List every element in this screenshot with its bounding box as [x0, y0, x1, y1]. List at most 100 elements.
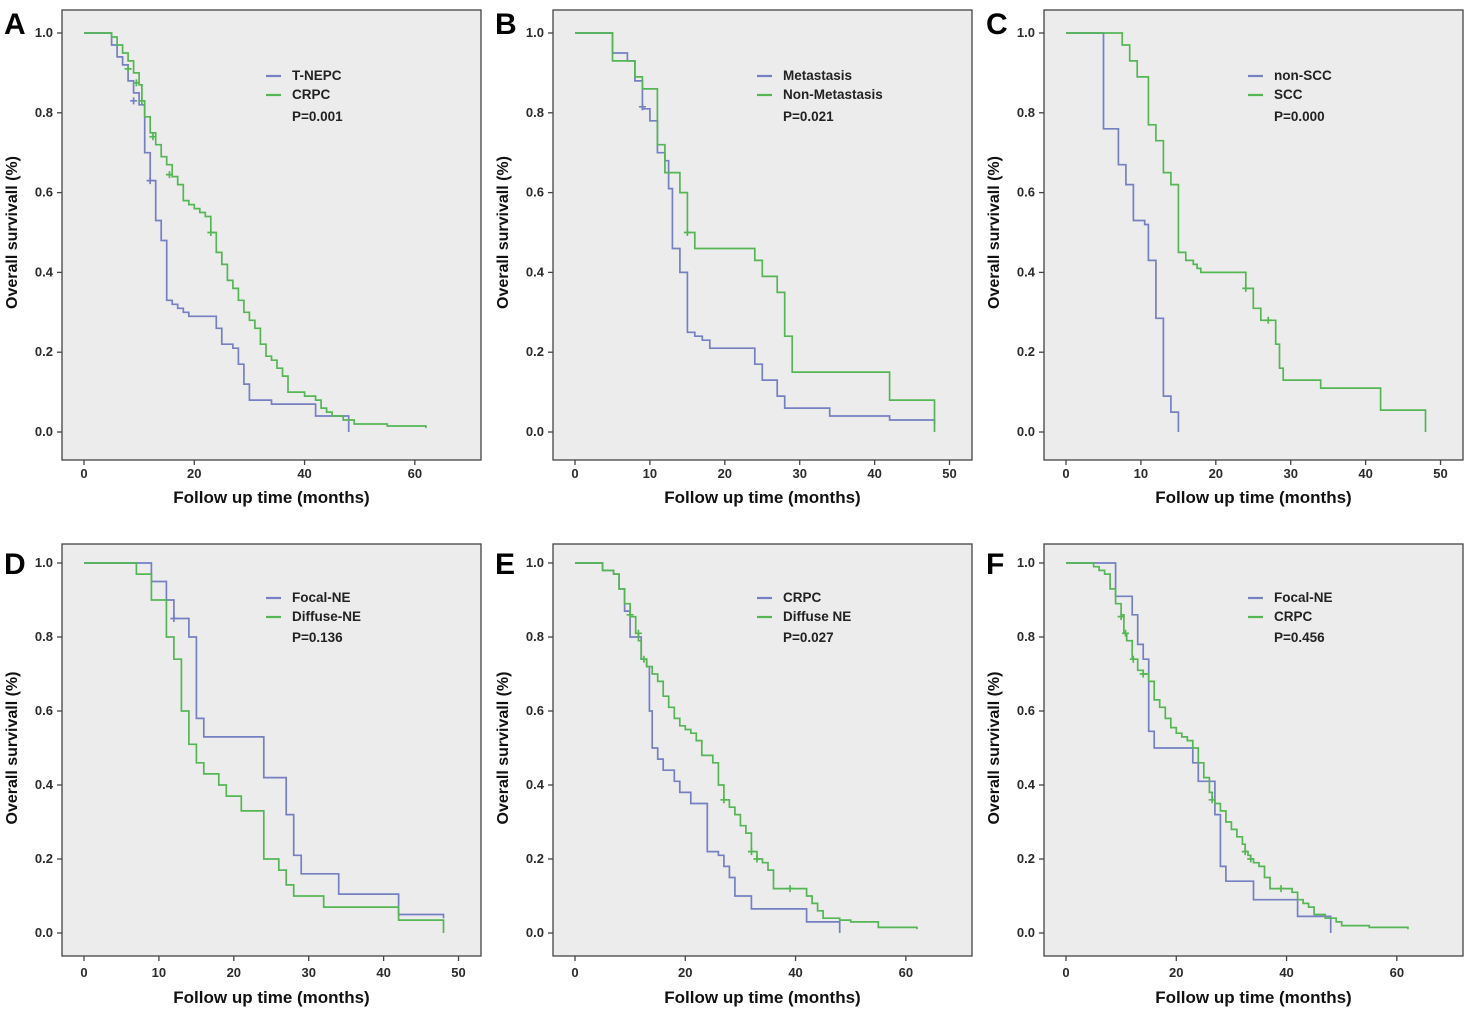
y-tick-label: 0.6: [1017, 703, 1035, 718]
x-tick-label: 20: [1209, 466, 1223, 481]
p-value-label: P=0.136: [292, 630, 343, 645]
x-tick-label: 60: [899, 965, 913, 980]
x-tick-label: 60: [408, 466, 422, 481]
y-axis-title: Overall survivall (%): [495, 672, 512, 825]
T-NEPC-curve: [84, 32, 350, 432]
CRPC-censor-mark: [132, 79, 140, 87]
CRPC-censor-mark: [138, 97, 146, 105]
CRPC-censor-mark: [1277, 885, 1285, 893]
non-SCC-curve: [1066, 32, 1180, 432]
CRPC-censor-mark: [1247, 855, 1255, 863]
x-tick-label: 20: [678, 965, 692, 980]
x-tick-label: 30: [1283, 466, 1297, 481]
x-tick-label: 0: [571, 466, 578, 481]
panel-E: E 1.0 0.8 0.6 0.4 0.2 0.0 0 20 40 60 Overall surviv…: [491, 510, 982, 1021]
y-axis-title: Overall survivall (%): [986, 156, 1003, 309]
x-tick-label: 40: [867, 466, 881, 481]
x-tick-label: 0: [1062, 466, 1069, 481]
CRPC-censor-mark: [1117, 613, 1125, 621]
y-tick-label: 0.4: [35, 777, 54, 792]
y-tick-label: 0.2: [35, 344, 53, 359]
panel-letter: B: [495, 8, 517, 41]
Diffuse NE-censor-mark: [786, 885, 794, 893]
panel-letter: E: [495, 548, 515, 581]
panel-B-plot: B 1.0 0.8 0.6 0.4 0.2 0.0 0 10 20 30 40 50 Overall su…: [495, 8, 973, 507]
y-tick-label: 0.6: [526, 703, 544, 718]
panel-letter: C: [986, 8, 1008, 41]
y-axis-title: Overall survivall (%): [4, 672, 21, 825]
plot-area: [61, 9, 482, 461]
x-tick-label: 10: [152, 965, 166, 980]
y-axis-title: Overall survivall (%): [986, 672, 1003, 825]
x-axis-title: Follow up time (months): [1155, 488, 1351, 507]
SCC-censor-mark: [1264, 316, 1272, 324]
y-tick-label: 0.0: [526, 424, 544, 439]
x-tick-label: 0: [80, 965, 87, 980]
Focal-NE-curve: [1066, 562, 1332, 933]
x-axis-title: Follow up time (months): [664, 988, 860, 1007]
y-tick-label: 0.6: [35, 185, 53, 200]
y-tick-label: 0.2: [526, 344, 544, 359]
legend-label: Metastasis: [783, 68, 852, 83]
T-NEPC-censor-mark: [130, 97, 138, 105]
Non-Metastasis-curve: [575, 32, 936, 432]
Diffuse NE-censor-mark: [634, 629, 642, 637]
legend-label: T-NEPC: [292, 68, 342, 83]
y-tick-label: 0.4: [1017, 264, 1036, 279]
panel-C: C 1.0 0.8 0.6 0.4 0.2 0.0 0 10 20 30 40 50 Overall su…: [982, 0, 1473, 510]
panel-A-plot: A 1.0 0.8 0.6 0.4 0.2 0.0 0 20 40 60 Overall surviv…: [4, 8, 482, 507]
x-axis-title: Follow up time (months): [1155, 988, 1351, 1007]
CRPC-censor-mark: [1139, 670, 1147, 678]
legend-label: CRPC: [783, 590, 822, 605]
legend-label: CRPC: [292, 87, 331, 102]
y-tick-label: 0.2: [35, 851, 53, 866]
y-tick-label: 0.2: [1017, 851, 1035, 866]
panel-C-plot: C 1.0 0.8 0.6 0.4 0.2 0.0 0 10 20 30 40 50 Overall su…: [986, 8, 1464, 507]
x-tick-label: 50: [451, 965, 465, 980]
x-tick-label: 10: [1134, 466, 1148, 481]
legend-label: non-SCC: [1274, 68, 1332, 83]
plot-area: [1043, 543, 1464, 957]
y-tick-label: 0.6: [526, 185, 544, 200]
plot-area: [552, 9, 973, 461]
legend-label: Non-Metastasis: [783, 87, 883, 102]
legend-label: Diffuse NE: [783, 609, 851, 624]
CRPC-censor-mark: [1122, 629, 1130, 637]
x-tick-label: 50: [1433, 466, 1447, 481]
CRPC-censor-mark: [1241, 848, 1249, 856]
CRPC-censor-mark: [207, 229, 215, 236]
y-axis-title: Overall survivall (%): [4, 156, 21, 309]
y-tick-label: 0.4: [1017, 777, 1036, 792]
panel-D-plot: D 1.0 0.8 0.6 0.4 0.2 0.0 0 10 20 30 40 50 Overall su…: [4, 543, 482, 1007]
Diffuse NE-censor-mark: [720, 796, 728, 804]
p-value-label: P=0.456: [1274, 630, 1325, 645]
Non-Metastasis-censor-mark: [683, 229, 691, 236]
x-tick-label: 30: [792, 466, 806, 481]
x-axis-title: Follow up time (months): [173, 488, 369, 507]
CRPC-censor-mark: [165, 171, 173, 179]
panel-D: D 1.0 0.8 0.6 0.4 0.2 0.0 0 10 20 30 40 50 Overall su…: [0, 510, 491, 1021]
x-tick-label: 0: [80, 466, 87, 481]
p-value-label: P=0.027: [783, 630, 834, 645]
p-value-label: P=0.000: [1274, 109, 1325, 124]
CRPC-censor-mark: [149, 133, 157, 141]
y-tick-label: 0.0: [1017, 424, 1035, 439]
y-tick-label: 0.4: [526, 264, 545, 279]
x-tick-label: 20: [718, 466, 732, 481]
x-tick-label: 40: [1279, 965, 1293, 980]
Diffuse NE-censor-mark: [640, 655, 648, 663]
CRPC-censor-mark: [1208, 796, 1216, 804]
x-tick-label: 20: [1169, 965, 1183, 980]
Diffuse NE-censor-mark: [626, 611, 634, 619]
y-tick-label: 0.8: [526, 629, 544, 644]
y-tick-label: 0.8: [35, 629, 53, 644]
Metastasis-censor-mark: [638, 103, 646, 111]
y-tick-label: 1.0: [1017, 25, 1035, 40]
CRPC-curve: [1066, 562, 1409, 930]
y-tick-label: 0.4: [35, 264, 54, 279]
legend-label: Focal-NE: [292, 590, 351, 605]
panel-letter: A: [4, 8, 26, 41]
y-tick-label: 0.2: [1017, 344, 1035, 359]
y-tick-label: 1.0: [526, 25, 544, 40]
y-tick-label: 0.8: [1017, 105, 1035, 120]
